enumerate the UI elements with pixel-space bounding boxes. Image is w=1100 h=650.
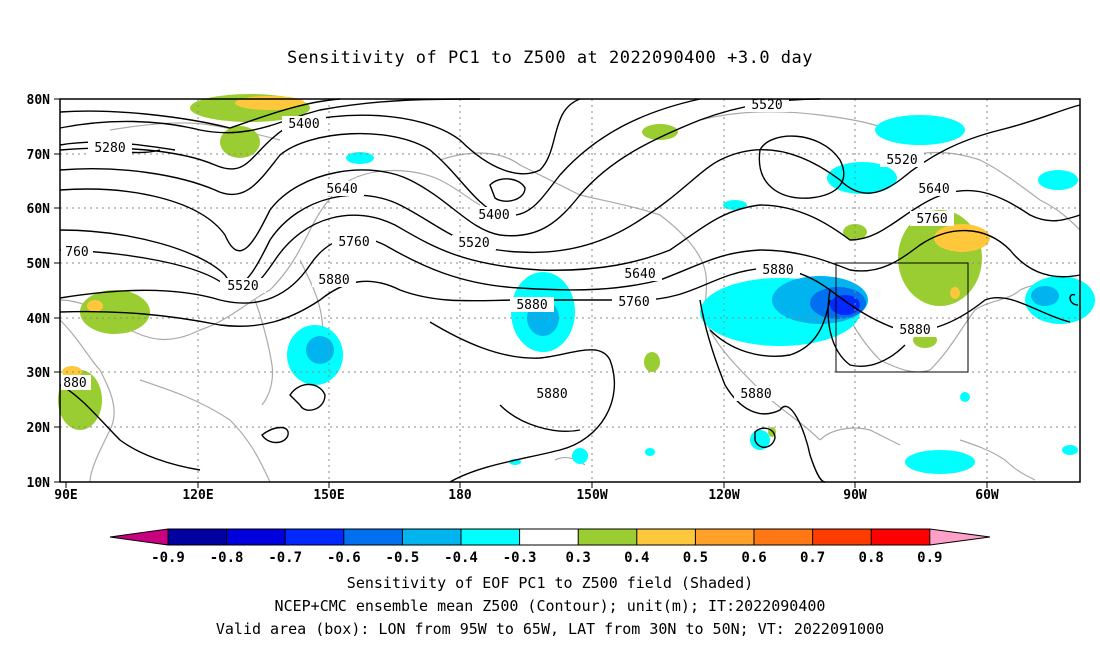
colorbar-cell — [285, 529, 344, 545]
colorbar-label: 0.3 — [566, 550, 591, 566]
colorbar-label: 0.6 — [741, 550, 766, 566]
lat-label: 70N — [27, 148, 51, 163]
plot-title: Sensitivity of PC1 to Z500 at 2022090400… — [286, 48, 813, 68]
contour-label: 880 — [63, 376, 86, 391]
lat-label: 50N — [27, 257, 51, 272]
colorbar-cell — [402, 529, 461, 545]
plot-frame — [59, 98, 1081, 483]
colorbar-cell — [226, 529, 286, 545]
contour-label: 760 — [65, 245, 88, 260]
colorbar-label: -0.3 — [503, 550, 537, 566]
contour-label: 5760 — [338, 235, 369, 250]
caption-line-2: NCEP+CMC ensemble mean Z500 (Contour); u… — [274, 597, 826, 615]
colorbar-cell — [695, 529, 754, 545]
lat-label: 80N — [27, 93, 51, 108]
lon-label: 120W — [708, 488, 739, 503]
colorbar-label: -0.5 — [386, 550, 420, 566]
colorbar: -0.9 -0.8 -0.7 -0.6 -0.5 -0.4 -0.3 0.3 0… — [109, 528, 991, 566]
contour-label: 5880 — [536, 387, 567, 402]
colorbar-label: -0.4 — [444, 550, 478, 566]
contour-label: 5520 — [458, 236, 489, 251]
lon-label: 90W — [843, 488, 867, 503]
lat-label: 40N — [27, 312, 51, 327]
contour-label: 5640 — [326, 182, 357, 197]
colorbar-cell — [110, 529, 168, 545]
colorbar-cell — [636, 529, 696, 545]
lon-label: 150W — [576, 488, 607, 503]
colorbar-cell — [754, 529, 813, 545]
contour-label: 5640 — [918, 182, 949, 197]
colorbar-label: 0.9 — [917, 550, 942, 566]
contour-label: 5760 — [916, 212, 947, 227]
colorbar-label: -0.8 — [210, 550, 244, 566]
contour-label: 5280 — [94, 141, 125, 156]
colorbar-label: -0.7 — [268, 550, 302, 566]
colorbar-cell — [343, 529, 403, 545]
grid-lines — [60, 99, 1080, 482]
lat-label: 30N — [27, 366, 51, 381]
colorbar-label: -0.9 — [151, 550, 185, 566]
contour-label: 5880 — [740, 387, 771, 402]
tick-marks — [54, 98, 988, 488]
contour-label: 5520 — [886, 153, 917, 168]
colorbar-label: 0.5 — [683, 550, 708, 566]
colorbar-label: 0.4 — [624, 550, 649, 566]
contour-label: 5880 — [516, 298, 547, 313]
latitude-labels: 80N 70N 60N 50N 40N 30N 20N 10N — [27, 93, 51, 491]
colorbar-cell — [168, 529, 227, 545]
lat-label: 20N — [27, 421, 51, 436]
colorbar-label: 0.7 — [800, 550, 825, 566]
lon-label: 150E — [313, 488, 344, 503]
contour-label: 5400 — [478, 208, 509, 223]
contour-label: 5400 — [288, 117, 319, 132]
lon-label: 120E — [182, 488, 213, 503]
contour-label: 5640 — [624, 267, 655, 282]
contour-label: 5520 — [751, 98, 782, 113]
contour-labels: 5280 5400 5520 5640 5760 5880 5400 5520 … — [63, 98, 950, 402]
contour-label: 5520 — [227, 279, 258, 294]
caption-line-3: Valid area (box): LON from 95W to 65W, L… — [215, 620, 885, 638]
colorbar-cell — [578, 529, 637, 545]
contour-label: 5880 — [899, 323, 930, 338]
lat-label: 60N — [27, 202, 51, 217]
colorbar-cell — [871, 529, 930, 545]
longitude-labels: 90E 120E 150E 180 150W 120W 90W 60W — [54, 488, 999, 503]
colorbar-cell — [929, 529, 990, 545]
contour-label: 5880 — [762, 263, 793, 278]
lat-label: 10N — [27, 476, 51, 491]
lon-label: 180 — [448, 488, 472, 503]
lon-label: 60W — [975, 488, 999, 503]
colorbar-label: -0.6 — [327, 550, 361, 566]
colorbar-cell — [461, 529, 520, 545]
colorbar-label: 0.8 — [859, 550, 884, 566]
colorbar-cell — [519, 529, 579, 545]
colorbar-cell — [812, 529, 872, 545]
valid-area-box — [835, 262, 969, 373]
lon-label: 90E — [54, 488, 77, 503]
contour-label: 5760 — [618, 295, 649, 310]
caption-line-1: Sensitivity of EOF PC1 to Z500 field (Sh… — [346, 574, 754, 592]
contour-label: 5880 — [318, 273, 349, 288]
